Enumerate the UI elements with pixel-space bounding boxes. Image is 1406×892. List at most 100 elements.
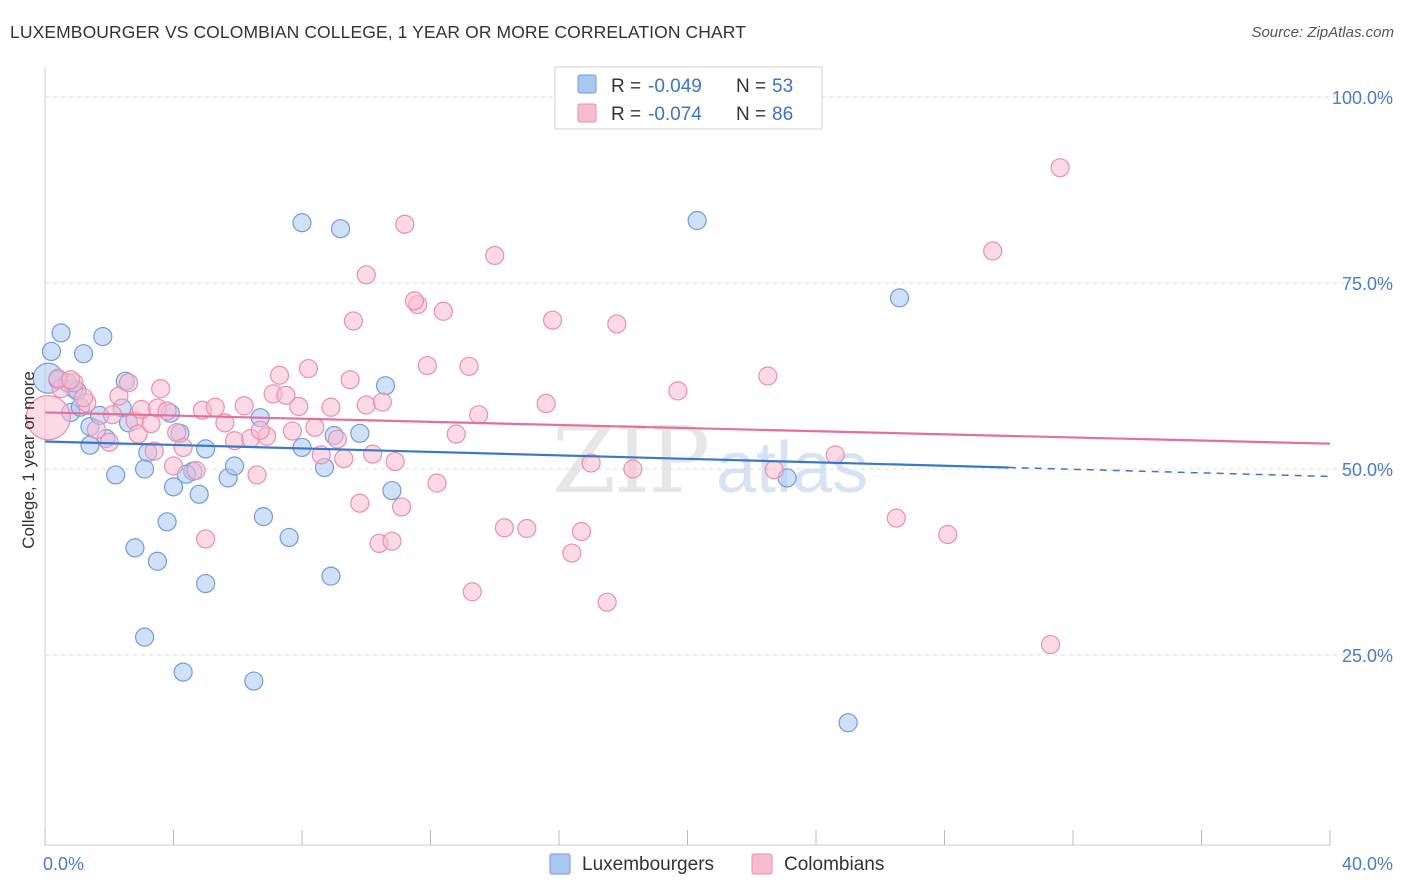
- y-tick-label-100: 100.0%: [1332, 88, 1393, 108]
- grid-lines: [45, 96, 1392, 656]
- luxembourger-point-30: [125, 538, 145, 558]
- legend-swatch-pink: [577, 103, 597, 123]
- colombian-point-46: [391, 497, 412, 517]
- luxembourger-point-46: [244, 671, 264, 691]
- luxembourger-trend-line: [44, 440, 1009, 469]
- colombian-point-34: [298, 358, 319, 379]
- colombian-point-0: [25, 395, 71, 441]
- luxembourger-point-35: [253, 507, 274, 527]
- luxembourger-point-32: [196, 573, 216, 594]
- colombian-point-18: [173, 437, 193, 458]
- colombian-point-59: [536, 393, 556, 414]
- watermark-atlas: atlas: [716, 428, 868, 508]
- colombian-point-60: [542, 310, 563, 330]
- luxembourger-point-47: [687, 210, 707, 231]
- colombian-point-85: [144, 441, 164, 461]
- series-legend: Luxembourgers Colombians: [549, 853, 884, 875]
- colombian-point-71: [404, 291, 425, 311]
- colombian-point-30: [269, 365, 290, 385]
- luxembourger-point-48: [889, 288, 910, 308]
- colombian-point-63: [581, 453, 601, 473]
- luxembourger-point-34: [173, 662, 193, 682]
- colombian-point-25: [234, 396, 254, 416]
- colombian-point-50: [417, 355, 437, 376]
- colombian-point-52: [446, 424, 466, 444]
- colombian-point-67: [485, 245, 505, 266]
- luxembourger-point-18: [134, 459, 155, 479]
- legend-r-label-blue: R =: [611, 76, 641, 97]
- colombian-point-56: [462, 582, 482, 602]
- colombian-point-42: [356, 395, 376, 415]
- colombian-point-39: [334, 448, 354, 469]
- luxembourger-point-31: [147, 551, 168, 571]
- source-label: Source: ZipAtlas.com: [1251, 24, 1394, 41]
- colombian-point-27: [247, 465, 267, 485]
- colombian-point-80: [1040, 634, 1061, 655]
- colombian-point-9: [118, 373, 139, 393]
- colombian-point-38: [327, 429, 347, 449]
- colombian-points: [25, 158, 1070, 655]
- luxembourger-point-24: [196, 439, 216, 459]
- colombian-point-37: [321, 397, 341, 417]
- bottom-legend-luxembourgers: Luxembourgers: [582, 854, 714, 875]
- colombian-point-35: [305, 417, 325, 437]
- colombian-point-84: [73, 387, 94, 408]
- y-axis-title: College, 1 year or more: [19, 371, 38, 549]
- colombian-point-32: [282, 421, 302, 441]
- legend-swatch-blue: [577, 74, 597, 94]
- colombian-point-82: [250, 420, 270, 440]
- axes: [44, 68, 1331, 846]
- colombian-point-61: [562, 543, 582, 563]
- bottom-legend-swatch-colombians: [751, 853, 773, 875]
- colombian-point-33: [289, 396, 309, 417]
- legend-r-label-pink: R =: [611, 104, 641, 125]
- luxembourger-point-41: [375, 376, 396, 396]
- luxembourger-point-42: [382, 480, 402, 501]
- colombian-point-48: [382, 531, 402, 551]
- colombian-point-51: [433, 301, 453, 321]
- colombian-point-40: [340, 370, 360, 390]
- tick-labels: 25.0% 50.0% 75.0% 100.0% 0.0% 40.0%: [43, 88, 1393, 874]
- luxembourger-point-39: [321, 566, 341, 586]
- colombian-point-54: [459, 356, 479, 376]
- y-tick-label-25: 25.0%: [1342, 646, 1393, 666]
- luxembourger-point-1: [41, 341, 62, 362]
- colombian-point-58: [517, 518, 537, 539]
- colombian-point-19: [163, 456, 184, 476]
- luxembourger-point-43: [350, 423, 370, 443]
- legend-n-label-blue: N =: [736, 76, 766, 97]
- colombian-point-77: [938, 524, 958, 545]
- colombian-point-68: [395, 214, 415, 234]
- legend-n-value-pink: 86: [772, 104, 793, 125]
- colombian-point-57: [494, 518, 514, 538]
- legend-r-value-pink: -0.074: [648, 104, 702, 125]
- y-tick-label-75: 75.0%: [1342, 274, 1393, 294]
- colombian-point-66: [623, 459, 643, 479]
- legend-r-value-blue: -0.049: [648, 76, 702, 97]
- luxembourger-point-28: [189, 484, 209, 504]
- luxembourger-point-5: [73, 344, 94, 364]
- colombian-point-79: [1050, 158, 1070, 178]
- y-tick-label-50: 50.0%: [1342, 460, 1393, 480]
- correlation-legend: R = -0.049 N = 53 R = -0.074 N = 86: [554, 66, 823, 130]
- colombian-point-15: [151, 379, 171, 399]
- colombian-point-65: [607, 314, 627, 334]
- luxembourger-point-44: [292, 213, 312, 233]
- colombian-point-41: [350, 493, 370, 513]
- luxembourger-point-26: [224, 456, 245, 476]
- colombian-point-55: [469, 405, 489, 425]
- trend-lines: [44, 411, 1331, 478]
- colombian-point-45: [385, 451, 405, 472]
- colombian-point-72: [668, 381, 688, 401]
- colombian-point-22: [205, 397, 225, 417]
- colombian-trend-line: [44, 411, 1331, 445]
- colombian-point-64: [597, 592, 617, 612]
- colombian-point-69: [356, 265, 376, 285]
- colombian-point-74: [764, 460, 784, 480]
- chart-title: LUXEMBOURGER VS COLOMBIAN COLLEGE, 1 YEA…: [10, 22, 747, 42]
- colombian-point-70: [343, 311, 363, 331]
- luxembourger-point-23: [163, 477, 184, 497]
- x-tick-label-max: 40.0%: [1342, 854, 1393, 874]
- legend-n-label-pink: N =: [736, 104, 766, 125]
- x-tick-label-min: 0.0%: [43, 854, 84, 874]
